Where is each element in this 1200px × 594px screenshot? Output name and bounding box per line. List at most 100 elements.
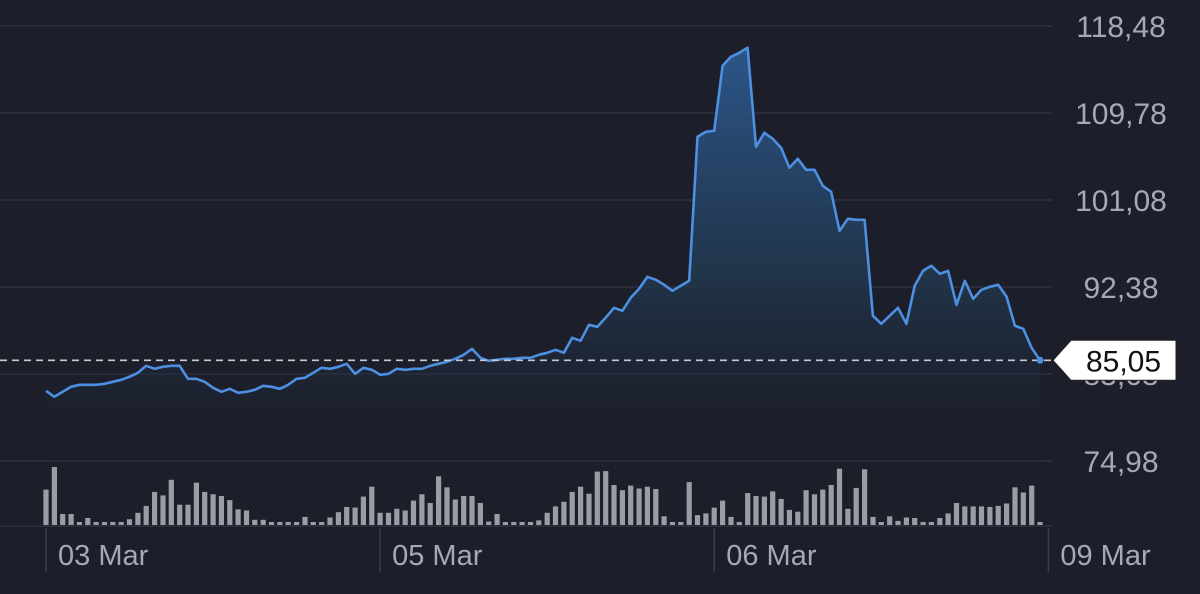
- volume-bar: [1029, 485, 1035, 525]
- volume-bar: [962, 506, 968, 525]
- volume-bar: [168, 479, 174, 525]
- volume-bar: [903, 517, 909, 525]
- volume-bar: [218, 496, 224, 525]
- volume-bar: [419, 494, 425, 525]
- volume-bar: [185, 504, 191, 525]
- volume-bar: [93, 522, 99, 525]
- volume-bar: [987, 507, 993, 525]
- volume-bar: [436, 476, 442, 525]
- x-tick-label: 06 Mar: [726, 540, 817, 572]
- volume-bar: [519, 522, 525, 525]
- volume-bar: [536, 520, 542, 525]
- volume-bar: [653, 489, 659, 525]
- volume-bar: [68, 514, 74, 525]
- volume-bar: [953, 503, 960, 525]
- volume-bar: [694, 515, 701, 525]
- volume-bar: [369, 486, 375, 525]
- last-price-label: 85,05: [1086, 345, 1161, 378]
- volume-bar: [152, 491, 158, 525]
- volume-bar: [853, 487, 859, 525]
- volume-bar: [118, 522, 124, 525]
- volume-bar: [235, 509, 241, 525]
- volume-bar: [277, 522, 283, 525]
- volume-bar: [319, 522, 325, 525]
- volume-bar: [569, 491, 575, 525]
- volume-bar: [294, 522, 300, 525]
- volume-bar: [143, 505, 149, 525]
- volume-bar: [310, 522, 316, 525]
- volume-bar: [678, 522, 684, 525]
- volume-bar: [603, 471, 609, 525]
- volume-bar: [661, 516, 667, 525]
- volume-bar: [110, 522, 116, 525]
- volume-bar: [811, 494, 818, 525]
- volume-bar: [628, 485, 634, 525]
- volume-bar: [644, 486, 650, 525]
- volume-bar: [970, 506, 976, 525]
- volume-bar: [502, 522, 508, 525]
- volume-bar: [887, 516, 893, 525]
- volume-bar: [928, 522, 934, 525]
- volume-bar: [720, 500, 726, 525]
- volume-bar: [937, 518, 943, 525]
- volume-bar: [778, 498, 784, 525]
- volume-bar: [552, 506, 559, 525]
- volume-bar: [845, 508, 851, 525]
- volume-bar: [486, 521, 492, 525]
- volume-bar: [761, 496, 767, 525]
- volume-bar: [85, 518, 91, 525]
- volume-bar: [803, 490, 809, 525]
- volume-bar: [243, 510, 250, 525]
- volume-bar: [836, 468, 843, 525]
- x-axis: 03 Mar 05 Mar 06 Mar 09 Mar: [0, 525, 1151, 572]
- volume-bar: [770, 491, 776, 525]
- volume-bar: [544, 512, 550, 525]
- x-tick-label: 03 Mar: [58, 540, 149, 572]
- volume-bar: [427, 503, 433, 525]
- last-price-label-box: [1052, 339, 1177, 381]
- volume-bar: [703, 513, 709, 525]
- volume-bar: [686, 482, 692, 525]
- volume-bar: [385, 512, 392, 525]
- volume-bar: [210, 494, 216, 525]
- volume-bar: [461, 496, 467, 525]
- volume-bar: [268, 522, 275, 525]
- volume-bar: [1004, 503, 1010, 525]
- volume-bar: [511, 522, 517, 525]
- volume-bar: [477, 503, 483, 525]
- last-price-marker: 85,05: [0, 339, 1177, 381]
- volume-bar: [335, 512, 341, 525]
- volume-bar: [43, 489, 49, 525]
- volume-bar: [745, 493, 751, 525]
- volume-bar: [494, 514, 500, 525]
- volume-bar: [352, 507, 358, 525]
- volume-bar: [870, 516, 876, 525]
- volume-bar: [636, 488, 642, 525]
- volume-bar: [669, 522, 676, 525]
- x-tick-label: 09 Mar: [1060, 540, 1151, 572]
- price-area: [46, 47, 1040, 462]
- volume-bar: [285, 522, 291, 525]
- x-tick-label: 05 Mar: [392, 540, 483, 572]
- volume-bar: [302, 516, 308, 525]
- volume-bar: [912, 518, 918, 525]
- volume-bar: [1037, 522, 1043, 525]
- volume-bar: [820, 489, 826, 525]
- volume-bar: [452, 499, 458, 525]
- volume-bar: [578, 486, 584, 525]
- volume-bar: [135, 512, 141, 525]
- y-tick-label: 101,08: [1075, 185, 1167, 218]
- volume-bar: [978, 506, 985, 525]
- volume-bar: [878, 522, 884, 525]
- volume-bar: [260, 519, 266, 525]
- last-point: [1036, 356, 1044, 364]
- volume-bar: [945, 513, 951, 525]
- volume-bar: [586, 493, 592, 525]
- volume-bar: [51, 467, 57, 525]
- volume-bar: [728, 516, 734, 525]
- volume-bar: [377, 512, 383, 525]
- volume-bar: [1020, 492, 1026, 525]
- volume-bar: [160, 495, 166, 525]
